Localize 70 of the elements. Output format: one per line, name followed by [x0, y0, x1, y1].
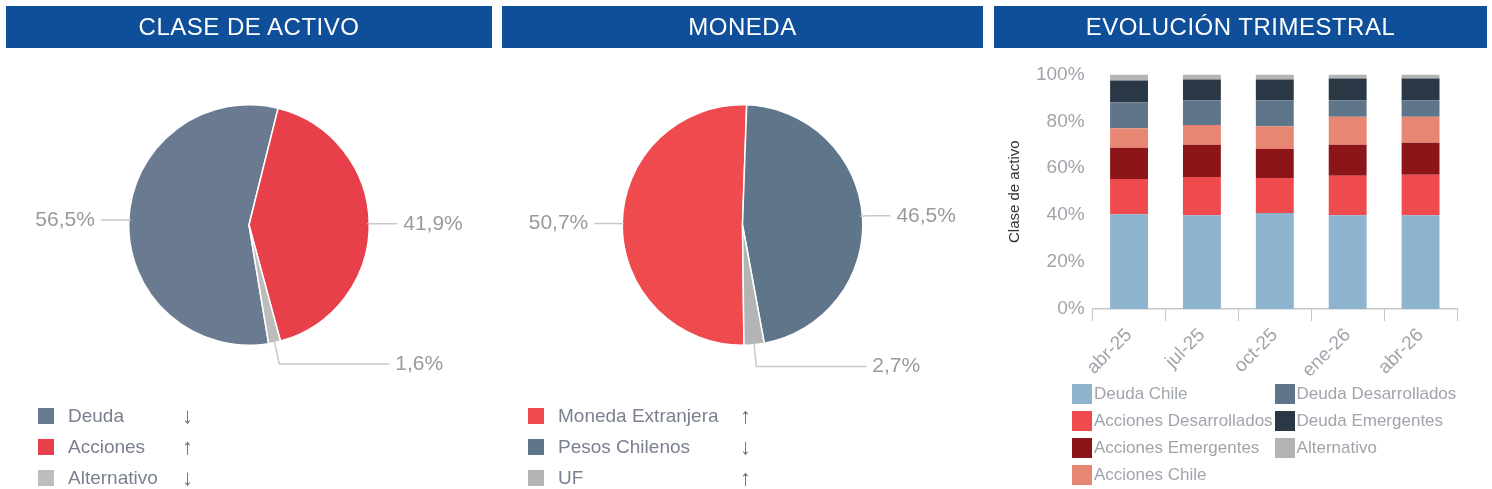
data-label: 41,9%	[403, 210, 463, 234]
bar	[1182, 215, 1221, 310]
data-label: 50,7%	[528, 210, 589, 234]
bar	[1401, 100, 1440, 117]
bar	[1255, 74, 1294, 80]
legend-label: Acciones	[68, 435, 147, 458]
bar	[1328, 74, 1367, 79]
legend-label: Deuda Desarrollados	[1296, 383, 1457, 404]
legend-label: UF	[558, 466, 585, 489]
text: ↓	[182, 464, 193, 489]
bar	[1110, 147, 1148, 180]
text: ↑	[182, 433, 193, 460]
legend-label: Moneda Extranjera	[558, 404, 720, 427]
bar	[1110, 179, 1148, 215]
legend-label: Acciones Desarrollados	[1094, 410, 1273, 431]
chart-title: EVOLUCIÓN TRIMESTRAL	[994, 6, 1487, 48]
y-tick-label: 40%	[1046, 203, 1085, 225]
text: ↓	[740, 433, 751, 460]
bar	[1255, 126, 1294, 150]
bar	[1255, 177, 1294, 214]
bar	[1110, 214, 1148, 310]
bar	[1401, 116, 1440, 143]
bar	[1328, 144, 1367, 176]
bar	[1182, 74, 1221, 80]
bar	[1328, 116, 1367, 145]
data-label: 2,7%	[872, 353, 921, 377]
bar	[1401, 174, 1440, 216]
bar	[1328, 100, 1367, 117]
text: ↑	[740, 464, 751, 489]
bar	[1182, 125, 1221, 145]
legend-label: Alternativo	[68, 466, 159, 489]
bar	[1255, 149, 1294, 178]
legend-label: Acciones Chile	[1094, 464, 1207, 485]
bar	[1255, 79, 1294, 101]
y-tick-label: 20%	[1046, 250, 1085, 272]
bar	[1110, 102, 1148, 129]
y-tick-label: 60%	[1046, 156, 1085, 178]
bar	[1401, 78, 1440, 101]
bar	[1401, 74, 1440, 79]
bar	[1328, 78, 1367, 101]
bar	[1255, 100, 1294, 127]
text: ↑	[740, 402, 751, 429]
y-axis-title: Clase de activo	[1005, 140, 1023, 243]
bar	[1182, 144, 1221, 177]
y-tick-label: 100%	[1035, 62, 1085, 84]
bar	[1328, 175, 1367, 216]
legend-label: Deuda Emergentes	[1296, 410, 1444, 431]
data-label: 46,5%	[896, 202, 956, 226]
chart-title: CLASE DE ACTIVO	[6, 6, 492, 48]
bar	[1401, 142, 1440, 175]
legend-label: Alternativo	[1296, 437, 1377, 458]
bar	[1255, 213, 1294, 310]
data-label: 1,6%	[395, 350, 444, 374]
y-tick-label: 80%	[1046, 109, 1085, 131]
legend-label: Acciones Emergentes	[1094, 437, 1260, 458]
bar	[1110, 80, 1148, 103]
bar	[1110, 128, 1148, 148]
data-label: 56,5%	[35, 206, 95, 230]
legend-label: Pesos Chilenos	[558, 435, 692, 458]
bar	[1182, 176, 1221, 216]
text: ↓	[182, 402, 193, 429]
bar	[1401, 215, 1440, 310]
bar	[1110, 74, 1148, 81]
y-tick-label: 0%	[1057, 297, 1085, 319]
chart-title: MONEDA	[502, 6, 983, 48]
legend-label: Deuda	[68, 404, 125, 427]
bar	[1182, 100, 1221, 126]
legend-label: Deuda Chile	[1094, 383, 1188, 404]
bar	[1182, 79, 1221, 101]
bar	[1328, 215, 1367, 310]
